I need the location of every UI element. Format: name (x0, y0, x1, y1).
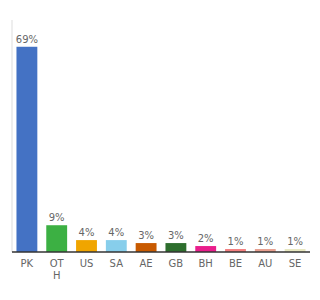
data-label: 69% (16, 34, 38, 45)
x-axis-line (12, 251, 310, 253)
bar (165, 243, 186, 252)
chart: 69% 9% 4% 4% 3% 3% 2% 1% 1% 1% PK OTH US SA AE GB BH BE AU… (0, 0, 320, 300)
bar (76, 240, 97, 252)
data-label: 2% (198, 233, 214, 244)
x-tick-label: SE (289, 258, 302, 269)
data-label: 4% (79, 227, 95, 238)
data-label: 4% (108, 227, 124, 238)
data-label: 1% (287, 236, 303, 247)
x-tick-label: BE (229, 258, 242, 269)
x-tick-label: US (80, 258, 94, 269)
x-tick-label: PK (21, 258, 34, 269)
x-tick-label: SA (110, 258, 124, 269)
chart-container: 69% 9% 4% 4% 3% 3% 2% 1% 1% 1% PK OTH US SA AE GB BH BE AU… (0, 0, 320, 300)
bar (195, 246, 216, 252)
data-label: 3% (138, 230, 154, 241)
data-label: 1% (228, 236, 244, 247)
data-label: 1% (257, 236, 273, 247)
bar (136, 243, 157, 252)
bar (46, 225, 67, 252)
x-tick-label: GB (169, 258, 184, 269)
bar (16, 47, 37, 252)
x-tick-label: AU (258, 258, 272, 269)
data-label: 9% (49, 212, 65, 223)
x-tick-label: BH (199, 258, 213, 269)
y-range-line (12, 20, 13, 252)
x-tick-label: OTH (50, 258, 65, 281)
data-label: 3% (168, 230, 184, 241)
x-tick-label: AE (140, 258, 153, 269)
bar (106, 240, 127, 252)
bars (16, 47, 305, 252)
